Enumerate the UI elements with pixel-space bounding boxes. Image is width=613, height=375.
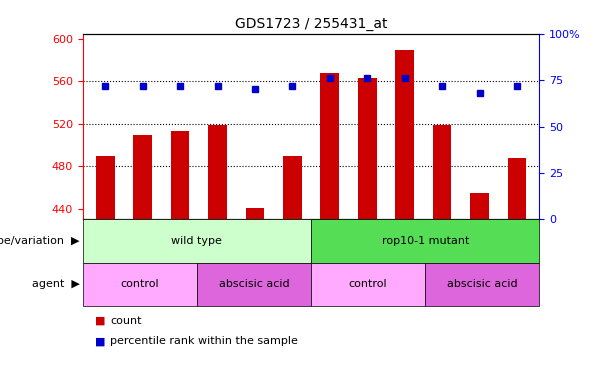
Bar xyxy=(358,78,376,219)
Bar xyxy=(508,158,527,219)
Text: percentile rank within the sample: percentile rank within the sample xyxy=(110,336,298,346)
Bar xyxy=(395,50,414,219)
Text: control: control xyxy=(349,279,387,289)
Bar xyxy=(208,125,227,219)
Bar xyxy=(246,208,264,219)
Text: agent  ▶: agent ▶ xyxy=(32,279,80,289)
Bar xyxy=(133,135,152,219)
Bar xyxy=(433,125,451,219)
Text: count: count xyxy=(110,316,142,326)
Text: genotype/variation  ▶: genotype/variation ▶ xyxy=(0,236,80,246)
Bar xyxy=(171,131,189,219)
Bar xyxy=(321,73,339,219)
Text: control: control xyxy=(121,279,159,289)
Bar xyxy=(283,156,302,219)
Bar xyxy=(96,156,115,219)
Text: rop10-1 mutant: rop10-1 mutant xyxy=(381,236,469,246)
Text: abscisic acid: abscisic acid xyxy=(447,279,517,289)
Text: abscisic acid: abscisic acid xyxy=(219,279,289,289)
Text: wild type: wild type xyxy=(172,236,223,246)
Text: ■: ■ xyxy=(95,316,105,326)
Text: ■: ■ xyxy=(95,336,105,346)
Bar xyxy=(470,193,489,219)
Title: GDS1723 / 255431_at: GDS1723 / 255431_at xyxy=(235,17,387,32)
